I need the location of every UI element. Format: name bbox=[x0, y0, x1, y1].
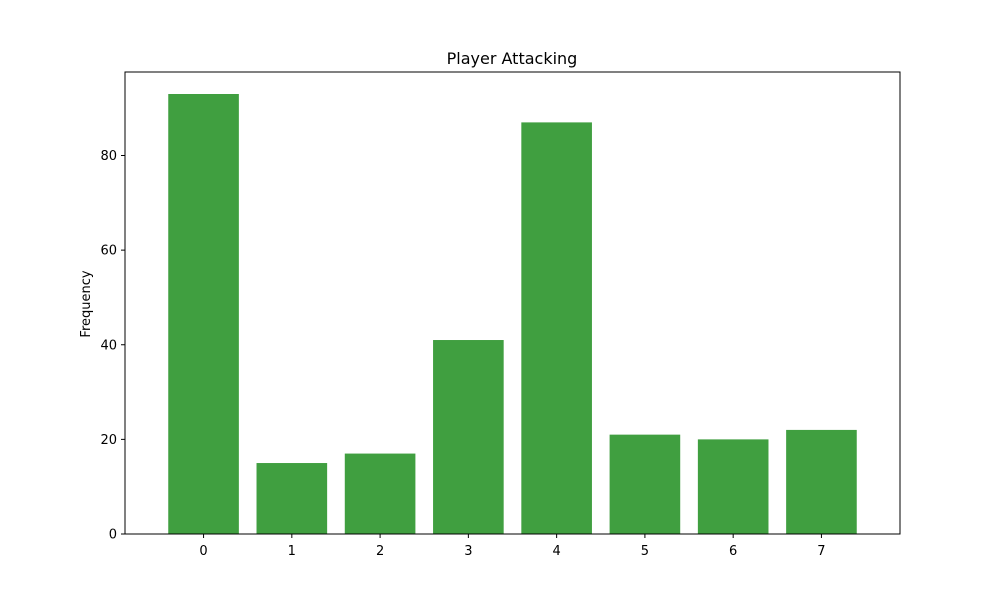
x-tick-label: 4 bbox=[552, 544, 560, 559]
bar-0 bbox=[168, 94, 239, 534]
y-tick-label: 80 bbox=[100, 149, 117, 164]
y-tick-label: 60 bbox=[100, 244, 117, 259]
x-axis-ticks: 0 1 2 3 4 5 6 7 bbox=[199, 534, 826, 559]
x-tick-label: 0 bbox=[199, 544, 207, 559]
y-tick-label: 40 bbox=[100, 338, 117, 353]
y-tick-label: 20 bbox=[100, 433, 117, 448]
bar-3 bbox=[433, 340, 504, 534]
bar-1 bbox=[256, 463, 328, 534]
y-axis-label: Frequency bbox=[79, 270, 94, 337]
bar-2 bbox=[344, 453, 416, 534]
bar-4 bbox=[521, 122, 592, 535]
bar-7 bbox=[786, 429, 857, 534]
bar-6 bbox=[697, 439, 769, 534]
plot-area-frame bbox=[124, 71, 901, 535]
x-tick-label: 3 bbox=[464, 544, 472, 559]
x-tick-label: 6 bbox=[729, 544, 737, 559]
x-tick-label: 1 bbox=[288, 544, 296, 559]
y-tick-label: 0 bbox=[109, 528, 117, 543]
y-axis-ticks: 0 20 40 60 80 bbox=[100, 149, 125, 543]
x-tick-label: 5 bbox=[641, 544, 649, 559]
bars-group bbox=[168, 94, 857, 535]
x-tick-label: 7 bbox=[817, 544, 825, 559]
chart-title: Player Attacking bbox=[447, 49, 578, 68]
x-tick-label: 2 bbox=[376, 544, 384, 559]
bar-5 bbox=[609, 434, 681, 534]
